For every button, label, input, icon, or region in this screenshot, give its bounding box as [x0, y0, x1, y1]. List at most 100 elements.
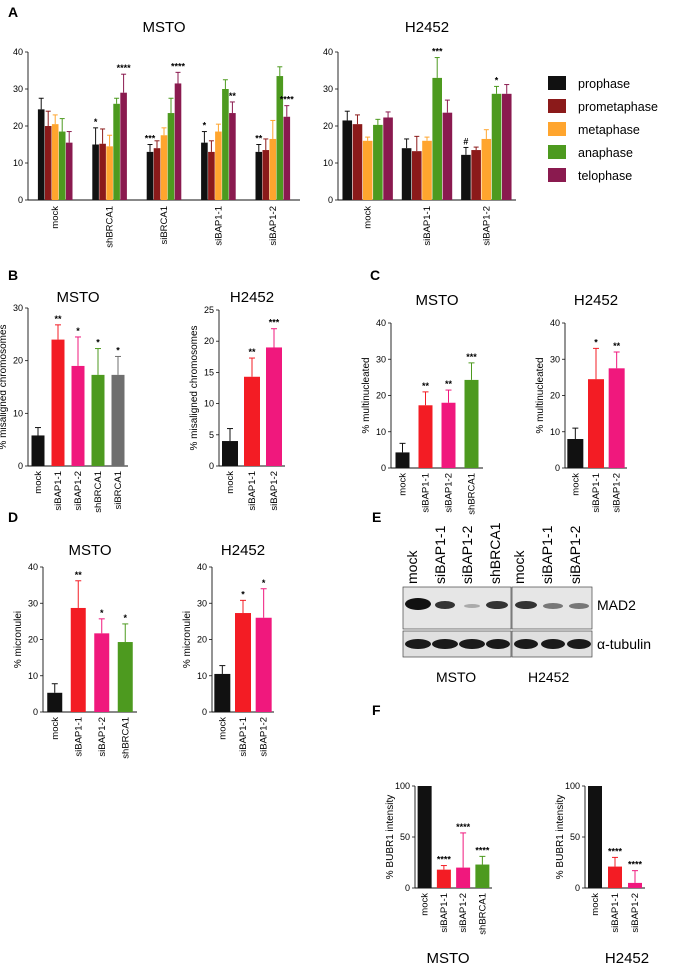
x-tick-label: shBRCA1: [93, 471, 104, 513]
significance-mark: ****: [171, 61, 186, 71]
bar-telophase: [65, 142, 73, 200]
lane-label-msto-3: siBAP1-2: [459, 525, 475, 584]
bar-metaphase: [422, 140, 432, 200]
bar-mock: [567, 439, 584, 468]
significance-mark: *: [203, 121, 207, 131]
legend: prophase prometaphase metaphase anaphase…: [548, 76, 658, 183]
y-tick-label: 0: [202, 707, 207, 717]
x-tick-label: siBAP1-1: [213, 206, 224, 246]
significance-mark: **: [613, 341, 621, 351]
bar-prometaphase: [99, 143, 106, 200]
blot-cell-h2452: H2452: [528, 669, 569, 685]
bar-metaphase: [269, 138, 277, 200]
panel-label-d: D: [8, 509, 18, 525]
blot-cell-msto: MSTO: [436, 669, 476, 685]
significance-mark: *: [241, 589, 245, 599]
chart-title: MSTO: [68, 542, 111, 559]
bar-sibrca1: [111, 374, 125, 466]
panel-f-cell-msto: MSTO: [426, 950, 469, 967]
significance-mark: ***: [145, 134, 156, 144]
bar-sibap1-1: [235, 613, 251, 712]
panel-f-cell-h2452: H2452: [605, 950, 649, 967]
significance-mark: **: [255, 134, 263, 144]
bar-sibap1-1: [51, 339, 65, 466]
significance-mark: **: [54, 314, 62, 324]
significance-mark: *: [495, 75, 499, 85]
significance-mark: ****: [628, 860, 643, 870]
bar-prophase: [146, 151, 154, 200]
y-axis-label: % micronulei: [13, 611, 24, 668]
significance-mark: *: [94, 117, 98, 127]
band-tub-msto-4: [486, 639, 510, 649]
bar-telophase: [174, 83, 182, 200]
bar-sibap1-1: [608, 866, 622, 888]
bar-sibap1-2: [255, 617, 272, 712]
bar-prophase: [201, 142, 208, 200]
significance-mark: *: [100, 608, 104, 618]
legend-label-anaphase: anaphase: [578, 146, 633, 160]
panel-label-f: F: [372, 702, 381, 718]
bar-prometaphase: [153, 148, 161, 200]
x-tick-label: shBRCA1: [467, 473, 478, 515]
chart-d2: H2452 0 10 20 30 40 % micronulei mock * siBAP1-1 *…: [182, 542, 274, 757]
x-tick-label: mock: [363, 206, 374, 229]
bar-mock: [417, 786, 432, 888]
y-tick-label: 100: [565, 781, 580, 791]
band-tub-h2452-3: [567, 639, 591, 649]
y-tick-label: 30: [28, 598, 38, 608]
x-tick-label: shBRCA1: [477, 893, 488, 935]
y-tick-label: 50: [400, 832, 410, 842]
bar-mock: [47, 692, 63, 712]
bar-anaphase: [58, 131, 66, 200]
chart-title: MSTO: [142, 19, 185, 36]
x-tick-label: mock: [570, 473, 581, 496]
significance-mark: *: [116, 345, 120, 355]
x-tick-label: siBAP1-2: [630, 893, 641, 933]
y-tick-label: 10: [13, 408, 23, 418]
y-tick-label: 40: [197, 562, 207, 572]
y-axis-label: % micronulei: [182, 611, 193, 668]
band-mad2-msto-sibap1-2: [464, 604, 480, 608]
significance-mark: ****: [437, 855, 452, 865]
x-tick-label: siBAP1-2: [268, 206, 279, 246]
y-tick-label: 30: [13, 84, 23, 94]
bar-prometaphase: [412, 151, 422, 200]
x-tick-label: siBAP1-2: [612, 473, 623, 513]
x-tick-label: mock: [590, 893, 601, 916]
y-tick-label: 0: [209, 461, 214, 471]
band-mad2-msto-shbrca1: [486, 601, 508, 609]
bar-metaphase: [106, 146, 113, 200]
blot-label-mad2: MAD2: [597, 597, 636, 613]
significance-mark: **: [248, 347, 256, 357]
x-tick-label: siBAP1-1: [422, 206, 433, 246]
bar-shbrca1: [475, 864, 490, 888]
bar-prophase: [461, 154, 471, 200]
legend-swatch-prophase: [548, 76, 566, 90]
y-tick-label: 20: [323, 121, 333, 131]
x-tick-label: mock: [217, 717, 228, 740]
chart-title: MSTO: [56, 289, 99, 306]
bar-anaphase: [276, 76, 284, 200]
significance-mark: *: [76, 326, 80, 336]
bar-sibap1-1: [418, 405, 433, 468]
bar-shbrca1: [117, 642, 133, 712]
y-tick-label: 40: [28, 562, 38, 572]
legend-label-prometaphase: prometaphase: [578, 100, 658, 114]
bar-anaphase: [222, 89, 229, 200]
y-axis-label: % BUBR1 intensity: [555, 795, 566, 879]
x-tick-label: mock: [50, 206, 61, 229]
legend-swatch-metaphase: [548, 122, 566, 136]
x-tick-label: siBAP1-1: [439, 893, 450, 933]
bar-prophase: [255, 151, 263, 200]
y-tick-label: 10: [376, 427, 386, 437]
panel-label-c: C: [370, 267, 380, 283]
x-tick-label: siBAP1-2: [97, 717, 108, 757]
bar-sibap1-2: [608, 368, 625, 468]
y-tick-label: 10: [550, 427, 560, 437]
significance-mark: ****: [608, 846, 623, 856]
bar-anaphase: [113, 103, 120, 200]
x-tick-label: mock: [420, 893, 431, 916]
bar-mock: [214, 673, 231, 712]
band-mad2-h2452-sibap1-1: [543, 603, 563, 609]
y-tick-label: 20: [13, 121, 23, 131]
